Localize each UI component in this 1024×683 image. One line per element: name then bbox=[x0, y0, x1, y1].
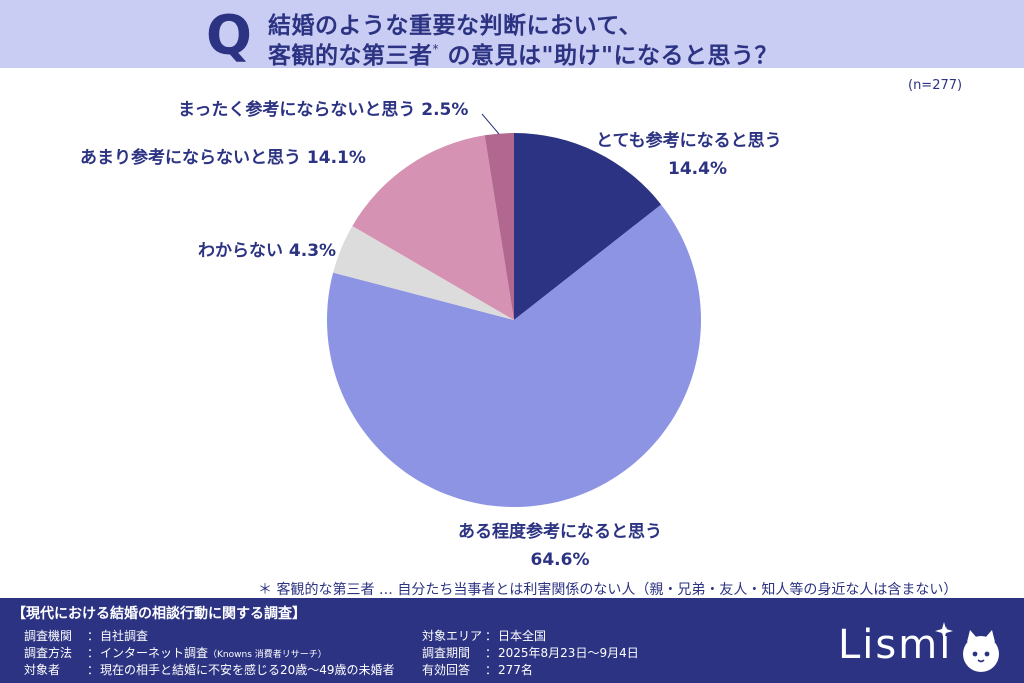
slice-label-not-very-helpful: あまり参考にならないと思う 14.1% bbox=[80, 148, 366, 168]
question-header: Q 結婚のような重要な判断において、 客観的な第三者* の意見は"助け"になると… bbox=[0, 0, 1024, 69]
cat-logo-icon bbox=[963, 630, 999, 672]
question-line-1: 結婚のような重要な判断において、 bbox=[268, 13, 643, 39]
survey-row-responses: 有効回答 ：277名 bbox=[422, 663, 533, 677]
survey-row-method: 調査方法 ：インターネット調査（Knowns 消費者リサーチ） bbox=[24, 646, 327, 660]
sparkle-icon bbox=[935, 622, 953, 640]
survey-row-target: 対象者 ：現在の相手と結婚に不安を感じる20歳～49歳の未婚者 bbox=[24, 663, 395, 677]
survey-row-period: 調査期間 ：2025年8月23日～9月4日 bbox=[422, 646, 639, 660]
svg-text:Q: Q bbox=[206, 6, 252, 64]
sample-size: (n=277) bbox=[908, 78, 963, 93]
survey-row-area: 対象エリア ：日本全国 bbox=[422, 629, 547, 643]
leader-line bbox=[481, 113, 500, 135]
lismi-logo: Lismi bbox=[838, 622, 1008, 678]
pie-slice-somewhat-helpful bbox=[327, 204, 702, 508]
question-line-2: 客観的な第三者* の意見は"助け"になると思う？ bbox=[268, 42, 778, 69]
pie-slice-very-helpful bbox=[514, 133, 662, 320]
slice-label-very-helpful: とても参考になると思う 14.4% bbox=[596, 131, 782, 179]
survey-title: 【現代における結婚の相談行動に関する調査】 bbox=[12, 606, 306, 622]
q-letter-icon: Q bbox=[206, 6, 252, 64]
survey-info-footer: 【現代における結婚の相談行動に関する調査】 調査機関 ：自社調査 調査方法 ：インタ… bbox=[0, 598, 1024, 683]
pie-chart bbox=[327, 113, 702, 508]
slice-label-somewhat-helpful: ある程度参考になると思う 64.6% bbox=[458, 522, 662, 570]
slice-label-dont-know: わからない 4.3% bbox=[198, 241, 337, 261]
slice-label-not-helpful-at-all: まったく参考にならないと思う 2.5% bbox=[178, 100, 469, 120]
pie-slice-dont-know bbox=[333, 225, 514, 320]
pie-slice-not-helpful-at-all bbox=[484, 133, 514, 320]
logo-text: Lismi bbox=[838, 622, 953, 668]
footnote: ＊ 客観的な第三者 … 自分たち当事者とは利害関係のない人（親・兄弟・友人・知人… bbox=[258, 582, 958, 598]
survey-row-agency: 調査機関 ：自社調査 bbox=[24, 629, 149, 643]
pie-slice-not-very-helpful bbox=[352, 135, 514, 320]
